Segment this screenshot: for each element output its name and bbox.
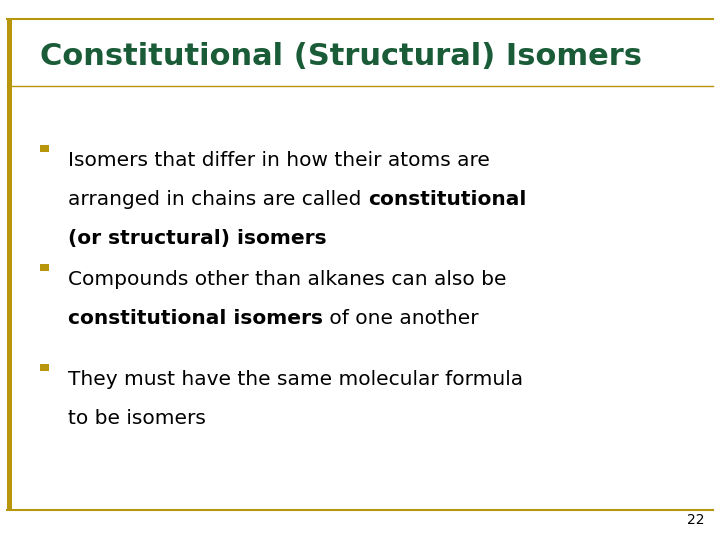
Text: 22: 22 — [687, 512, 704, 526]
Bar — [40, 364, 49, 370]
Bar — [40, 145, 49, 152]
Bar — [7, 19, 12, 510]
Text: constitutional isomers: constitutional isomers — [68, 309, 323, 328]
Text: Isomers that differ in how their atoms are: Isomers that differ in how their atoms a… — [68, 151, 490, 170]
Text: Compounds other than alkanes can also be: Compounds other than alkanes can also be — [68, 270, 507, 289]
Text: Constitutional (Structural) Isomers: Constitutional (Structural) Isomers — [40, 42, 642, 71]
Text: of one another: of one another — [323, 309, 479, 328]
Text: They must have the same molecular formula: They must have the same molecular formul… — [68, 370, 523, 389]
Bar — [40, 264, 49, 271]
Text: (or structural) isomers: (or structural) isomers — [68, 229, 327, 248]
Text: arranged in chains are called: arranged in chains are called — [68, 190, 368, 209]
Text: to be isomers: to be isomers — [68, 409, 206, 428]
Text: constitutional: constitutional — [368, 190, 526, 209]
